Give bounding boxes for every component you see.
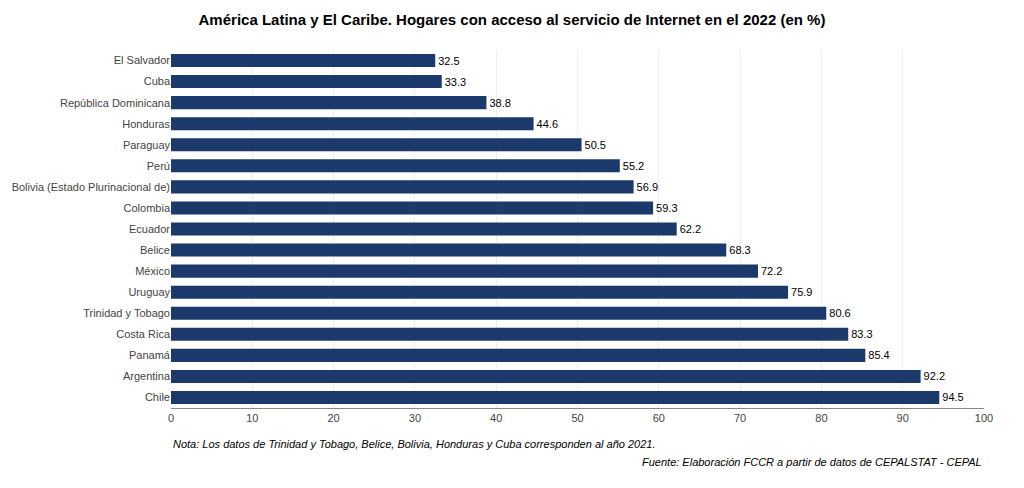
svg-text:Paraguay: Paraguay [123,139,171,151]
svg-text:Bolivia (Estado Plurinacional: Bolivia (Estado Plurinacional de) [12,181,170,193]
svg-text:Ecuador: Ecuador [129,223,170,235]
svg-text:56.9: 56.9 [637,181,658,193]
svg-text:Colombia: Colombia [124,202,171,214]
svg-text:44.6: 44.6 [537,118,558,130]
svg-text:El Salvador: El Salvador [114,54,171,66]
svg-text:72.2: 72.2 [761,265,782,277]
svg-text:50.5: 50.5 [585,139,606,151]
svg-text:90: 90 [897,412,909,424]
svg-text:83.3: 83.3 [851,328,872,340]
svg-text:Trinidad y Tobago: Trinidad y Tobago [83,307,170,319]
svg-text:59.3: 59.3 [656,202,677,214]
svg-text:80.6: 80.6 [829,307,850,319]
svg-text:10: 10 [246,412,258,424]
svg-text:70: 70 [734,412,746,424]
svg-text:Argentina: Argentina [123,370,171,382]
svg-text:38.8: 38.8 [489,97,510,109]
svg-text:Fuente: Elaboración FCCR a par: Fuente: Elaboración FCCR a partir de dat… [642,456,982,468]
svg-text:Costa Rica: Costa Rica [116,328,171,340]
svg-text:80: 80 [815,412,827,424]
svg-text:60: 60 [653,412,665,424]
svg-text:Perú: Perú [147,160,170,172]
svg-text:40: 40 [490,412,502,424]
svg-text:Cuba: Cuba [144,75,171,87]
svg-text:20: 20 [327,412,339,424]
svg-text:62.2: 62.2 [680,223,701,235]
svg-text:Uruguay: Uruguay [128,286,170,298]
svg-text:92.2: 92.2 [924,370,945,382]
svg-text:0: 0 [168,412,174,424]
svg-text:55.2: 55.2 [623,160,644,172]
svg-text:Belice: Belice [140,244,170,256]
svg-text:Nota: Los datos de Trinidad y: Nota: Los datos de Trinidad y Tobago, Be… [173,438,655,450]
svg-text:América Latina y El Caribe. Ho: América Latina y El Caribe. Hogares con … [199,11,826,28]
svg-text:68.3: 68.3 [729,244,750,256]
svg-text:32.5: 32.5 [438,55,459,67]
svg-text:30: 30 [409,412,421,424]
svg-text:33.3: 33.3 [445,76,466,88]
svg-text:85.4: 85.4 [868,349,889,361]
svg-text:México: México [135,265,170,277]
svg-text:94.5: 94.5 [942,391,963,403]
svg-text:Honduras: Honduras [122,118,170,130]
svg-text:Panamá: Panamá [129,349,171,361]
svg-text:República Dominicana: República Dominicana [60,97,171,109]
svg-text:50: 50 [571,412,583,424]
svg-text:100: 100 [975,412,993,424]
svg-text:75.9: 75.9 [791,286,812,298]
svg-text:Chile: Chile [145,391,170,403]
